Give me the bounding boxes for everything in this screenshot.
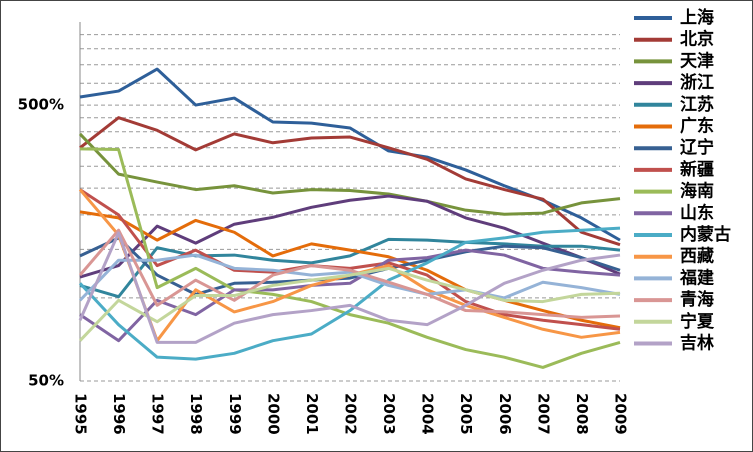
x-tick-label: 1995 (72, 393, 90, 435)
legend-label: 内蒙古 (680, 224, 731, 245)
series-line (79, 188, 621, 331)
x-tick-label: 1998 (187, 393, 205, 435)
legend-label: 天津 (680, 50, 714, 71)
legend-label: 上海 (680, 7, 714, 28)
x-tick-label: 2004 (419, 393, 437, 435)
x-tick-label: 2002 (342, 393, 360, 435)
legend-label: 吉林 (680, 333, 714, 354)
series-line (78, 253, 621, 302)
y-tick-label: 50% (28, 372, 64, 390)
legend-label: 新疆 (680, 159, 714, 180)
legend-label: 福建 (679, 267, 714, 288)
series-line (79, 147, 621, 369)
x-tick-label: 2001 (303, 393, 321, 435)
series-line (78, 231, 621, 344)
x-tick-label: 2005 (457, 393, 475, 435)
x-tick-label: 2007 (534, 393, 552, 435)
series-line (79, 210, 621, 330)
legend-label: 江苏 (680, 94, 714, 115)
series-line (78, 132, 621, 216)
series-line (79, 116, 621, 247)
series-line (78, 226, 621, 361)
series-line (79, 194, 621, 279)
legend-label: 青海 (680, 289, 714, 310)
x-tick-label: 2009 (612, 393, 630, 435)
legend-label: 广东 (680, 116, 714, 137)
series-line (78, 266, 621, 342)
series-line (79, 248, 621, 343)
legend-label: 宁夏 (680, 311, 715, 332)
series-line (78, 228, 621, 319)
x-tick-label: 1996 (110, 393, 128, 435)
x-tick-label: 2003 (380, 393, 398, 435)
legend-label: 北京 (680, 29, 714, 50)
x-tick-label: 2008 (573, 393, 591, 435)
legend-label: 山东 (680, 202, 714, 223)
legend-label: 辽宁 (680, 137, 714, 158)
x-tick-label: 2000 (264, 393, 282, 435)
series-line (79, 237, 621, 299)
legend-label: 西藏 (680, 247, 714, 267)
x-tick-label: 1997 (149, 393, 167, 435)
x-tick-label: 1999 (226, 393, 244, 435)
y-tick-label: 500% (18, 96, 64, 114)
legend-label: 浙江 (680, 72, 714, 93)
x-tick-label: 2006 (496, 393, 514, 435)
legend-label: 海南 (680, 181, 714, 202)
